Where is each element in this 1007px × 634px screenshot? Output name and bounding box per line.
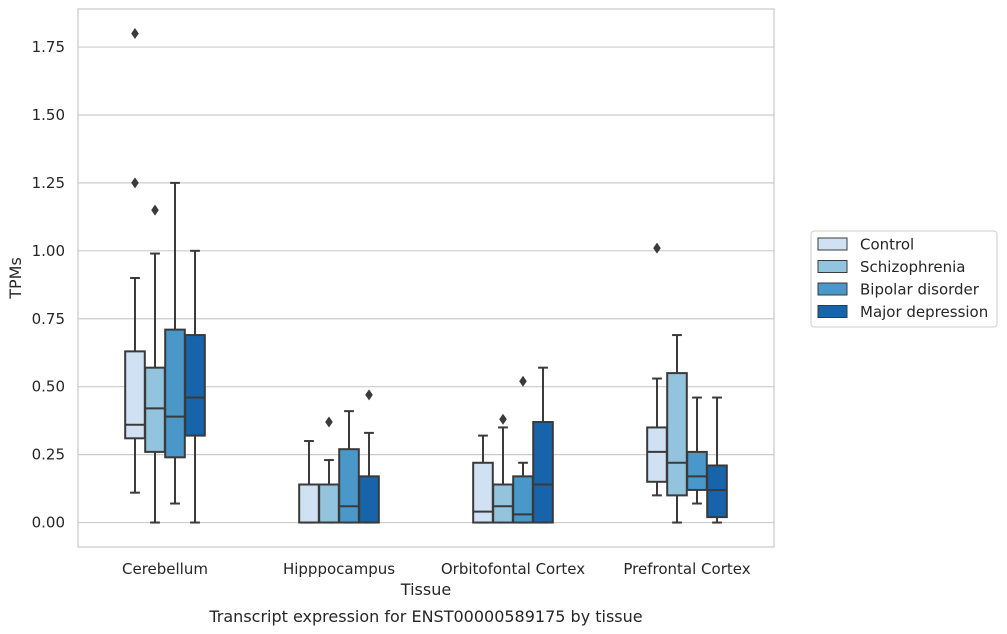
y-axis-title: TPMs bbox=[6, 257, 25, 300]
outlier-point bbox=[499, 413, 507, 425]
box-group bbox=[706, 396, 728, 524]
legend-label: Schizophrenia bbox=[860, 258, 965, 276]
box bbox=[532, 421, 554, 524]
outlier-point bbox=[325, 416, 333, 428]
box bbox=[338, 448, 360, 524]
box bbox=[646, 426, 668, 483]
x-tick-label: Hipppocampus bbox=[283, 560, 395, 578]
box-group bbox=[164, 181, 186, 505]
x-tick-labels: Cerebellum Hipppocampus Orbitofontal Corte… bbox=[122, 560, 751, 578]
outlier-point bbox=[131, 27, 139, 39]
y-tick-label: 1.75 bbox=[32, 38, 65, 56]
y-tick-label: 0.25 bbox=[32, 446, 65, 464]
outlier-point bbox=[131, 177, 139, 189]
y-tick-label: 0.00 bbox=[32, 514, 65, 532]
y-tick-label: 0.75 bbox=[32, 310, 65, 328]
legend-swatch bbox=[817, 305, 848, 318]
legend-label: Bipolar disorder bbox=[860, 281, 980, 299]
box bbox=[512, 475, 534, 524]
box bbox=[184, 334, 206, 437]
y-tick-label: 1.50 bbox=[32, 106, 65, 124]
box-group bbox=[472, 434, 494, 524]
legend-swatch bbox=[817, 282, 848, 296]
legend-label: Control bbox=[860, 236, 914, 254]
plot-area-frame bbox=[77, 8, 775, 548]
box bbox=[318, 483, 340, 524]
y-tick-label: 0.50 bbox=[32, 378, 65, 396]
box bbox=[144, 366, 166, 453]
box bbox=[358, 475, 380, 524]
box bbox=[666, 372, 688, 497]
outlier-point bbox=[365, 389, 373, 401]
x-axis-title: Tissue bbox=[400, 580, 451, 599]
box-group bbox=[358, 389, 380, 524]
box-group bbox=[666, 334, 688, 524]
outlier-point bbox=[151, 204, 159, 216]
box bbox=[472, 461, 494, 524]
boxes bbox=[124, 27, 728, 524]
y-tick-labels: 0.00 0.25 0.50 0.75 1.00 1.25 1.50 1.75 bbox=[32, 38, 65, 532]
box-group bbox=[184, 249, 206, 524]
legend-swatch bbox=[817, 260, 848, 273]
box bbox=[164, 328, 186, 459]
box-group bbox=[532, 366, 554, 524]
box bbox=[706, 464, 728, 519]
y-tick-label: 1.00 bbox=[32, 242, 65, 260]
box-group bbox=[512, 375, 534, 524]
y-tick-label: 1.25 bbox=[32, 174, 65, 192]
legend: Control Schizophrenia Bipolar disorder Majo… bbox=[810, 230, 998, 328]
x-tick-label: Cerebellum bbox=[122, 560, 208, 578]
x-tick-label: Prefrontal Cortex bbox=[623, 560, 750, 578]
legend-label: Major depression bbox=[860, 303, 988, 321]
box-group bbox=[686, 396, 708, 505]
box bbox=[298, 483, 320, 524]
legend-swatch bbox=[817, 237, 848, 251]
box bbox=[686, 450, 708, 491]
box-group bbox=[124, 27, 146, 494]
box bbox=[492, 483, 514, 524]
outlier-point bbox=[519, 375, 527, 387]
outlier-point bbox=[653, 242, 661, 254]
legend-frame bbox=[810, 230, 998, 328]
legend-items: Control Schizophrenia Bipolar disorder Majo… bbox=[817, 236, 988, 321]
box-group bbox=[338, 410, 360, 524]
chart-caption: Transcript expression for ENST0000058917… bbox=[208, 607, 642, 626]
x-tick-label: Orbitofontal Cortex bbox=[441, 560, 585, 578]
